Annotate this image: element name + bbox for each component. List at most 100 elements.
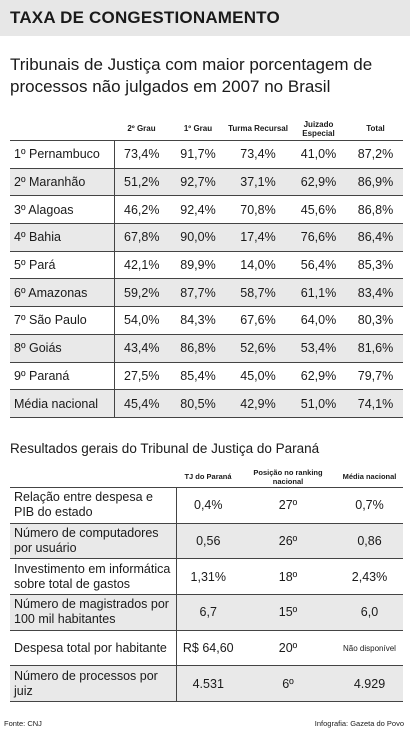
parana-results-table: TJ do Paraná Posição no ranking nacional… xyxy=(10,466,403,703)
row-label: 7º São Paulo xyxy=(10,306,114,335)
page-title: TAXA DE CONGESTIONAMENTO xyxy=(10,8,280,27)
table-cell: 20º xyxy=(240,630,336,667)
table-cell: 85,3% xyxy=(348,251,403,280)
table-row: Média nacional 45,4% 80,5% 42,9% 51,0% 74,1% xyxy=(10,389,403,418)
table-cell: 89,9% xyxy=(169,251,227,280)
table-cell: 59,2% xyxy=(113,278,169,308)
table-cell: 6,7 xyxy=(175,594,240,631)
table-cell: 67,6% xyxy=(227,306,289,335)
table-cell: 86,9% xyxy=(348,168,403,197)
table-cell: 0,56 xyxy=(175,523,240,560)
congestion-table: 2º Grau 1º Grau Turma Recursal Juizado E… xyxy=(10,117,403,418)
table-cell: 79,7% xyxy=(348,362,403,391)
table-cell: 42,9% xyxy=(227,389,289,418)
table-cell: 62,9% xyxy=(289,362,348,391)
table-cell: 0,7% xyxy=(336,487,403,524)
table-cell: 54,0% xyxy=(113,306,169,335)
table-row: Despesa total por habitante R$ 64,60 20º Nã… xyxy=(10,630,403,667)
table-cell: 6º xyxy=(240,665,336,703)
table-cell: 86,8% xyxy=(169,334,227,363)
congestion-table-header: 2º Grau 1º Grau Turma Recursal Juizado E… xyxy=(10,117,403,141)
table-cell: 85,4% xyxy=(169,362,227,391)
row-label: Despesa total por habitante xyxy=(10,630,176,667)
header-cell: Juizado Especial xyxy=(302,119,335,138)
table-row: 1º Pernambuco 73,4% 91,7% 73,4% 41,0% 87,2% xyxy=(10,140,403,169)
table-cell: 17,4% xyxy=(227,223,289,252)
table-cell: 18º xyxy=(240,558,336,596)
row-label: 1º Pernambuco xyxy=(10,140,114,169)
header-cell: 2º Grau xyxy=(127,124,156,133)
header-cell xyxy=(10,117,114,141)
table-cell: 4.531 xyxy=(175,665,240,703)
table-cell: 53,4% xyxy=(289,334,348,363)
table-cell: 80,3% xyxy=(348,306,403,335)
table-cell: 76,6% xyxy=(289,223,348,252)
table-cell: 73,4% xyxy=(113,140,169,169)
table-cell: 74,1% xyxy=(348,389,403,418)
header-cell: Total xyxy=(366,124,385,133)
table-row: 3º Alagoas 46,2% 92,4% 70,8% 45,6% 86,8% xyxy=(10,195,403,225)
table-cell: 87,2% xyxy=(348,140,403,169)
table-cell: 92,4% xyxy=(169,195,227,225)
table-cell: 15º xyxy=(240,594,336,631)
table-row: 9º Paraná 27,5% 85,4% 45,0% 62,9% 79,7% xyxy=(10,362,403,391)
table-cell: 41,0% xyxy=(289,140,348,169)
table-cell: 64,0% xyxy=(289,306,348,335)
table-cell: 45,0% xyxy=(227,362,289,391)
table-cell: 51,0% xyxy=(289,389,348,418)
section-title: Resultados gerais do Tribunal de Justiça… xyxy=(10,441,320,456)
table-cell: 0,86 xyxy=(336,523,403,560)
source-note: Fonte: CNJ xyxy=(4,719,42,728)
table-row: 4º Bahia 67,8% 90,0% 17,4% 76,6% 86,4% xyxy=(10,223,403,252)
table-cell: 58,7% xyxy=(227,278,289,308)
table-cell: 4.929 xyxy=(336,665,403,703)
table-cell: 43,4% xyxy=(113,334,169,363)
parana-table-header: TJ do Paraná Posição no ranking nacional… xyxy=(10,466,403,488)
table-cell: 84,3% xyxy=(169,306,227,335)
page-subtitle: Tribunais de Justiça com maior porcentag… xyxy=(10,55,373,96)
table-cell: 45,6% xyxy=(289,195,348,225)
table-cell: 2,43% xyxy=(336,558,403,596)
row-label: Investimento em informática sobre total … xyxy=(10,558,176,596)
table-cell: 56,4% xyxy=(289,251,348,280)
table-cell: 90,0% xyxy=(169,223,227,252)
row-label: 4º Bahia xyxy=(10,223,114,252)
table-cell: 61,1% xyxy=(289,278,348,308)
table-row: Número de computadores por usuário 0,56 26… xyxy=(10,523,403,560)
table-cell: 92,7% xyxy=(169,168,227,197)
table-row: 6º Amazonas 59,2% 87,7% 58,7% 61,1% 83,4% xyxy=(10,278,403,308)
table-row: Número de processos por juiz 4.531 6º 4.929 xyxy=(10,665,403,703)
row-label: 8º Goiás xyxy=(10,334,114,363)
table-cell: 46,2% xyxy=(113,195,169,225)
table-cell: 51,2% xyxy=(113,168,169,197)
table-row: 7º São Paulo 54,0% 84,3% 67,6% 64,0% 80,3% xyxy=(10,306,403,335)
row-label: 2º Maranhão xyxy=(10,168,114,197)
table-cell: 62,9% xyxy=(289,168,348,197)
header-cell xyxy=(10,466,176,488)
row-label: Número de computadores por usuário xyxy=(10,523,176,560)
table-cell: 87,7% xyxy=(169,278,227,308)
table-cell: 86,4% xyxy=(348,223,403,252)
table-cell: 1,31% xyxy=(175,558,240,596)
table-cell: 6,0 xyxy=(336,594,403,631)
table-cell: 80,5% xyxy=(169,389,227,418)
row-label: 3º Alagoas xyxy=(10,195,114,225)
table-row: 8º Goiás 43,4% 86,8% 52,6% 53,4% 81,6% xyxy=(10,334,403,363)
table-cell: 37,1% xyxy=(227,168,289,197)
table-cell: 14,0% xyxy=(227,251,289,280)
row-label: 5º Pará xyxy=(10,251,114,280)
table-row: Relação entre despesa e PIB do estado 0,4… xyxy=(10,487,403,524)
title-bar xyxy=(0,0,410,36)
table-cell: 27º xyxy=(240,487,336,524)
table-row: Número de magistrados por 100 mil habita… xyxy=(10,594,403,631)
header-cell: 1º Grau xyxy=(183,124,213,133)
table-cell: 27,5% xyxy=(113,362,169,391)
row-label: 6º Amazonas xyxy=(10,278,114,308)
row-label: Relação entre despesa e PIB do estado xyxy=(10,487,176,524)
header-cell: Média nacional xyxy=(342,472,397,481)
table-cell: 70,8% xyxy=(227,195,289,225)
header-cell: Turma Recursal xyxy=(228,124,288,133)
header-cell: Posição no ranking nacional xyxy=(253,467,323,486)
table-cell: 83,4% xyxy=(348,278,403,308)
table-cell: 67,8% xyxy=(113,223,169,252)
